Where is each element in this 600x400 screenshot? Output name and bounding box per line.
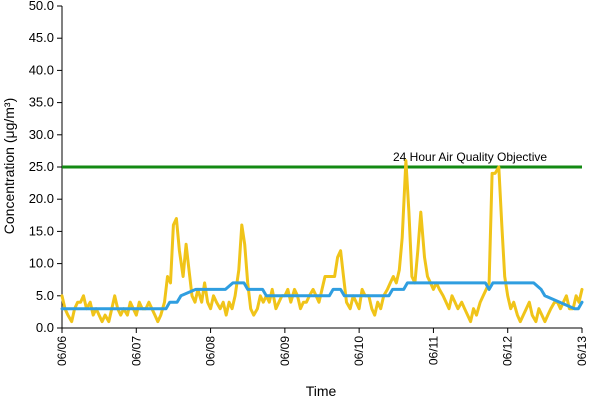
series-group [60, 159, 584, 324]
x-tick-label: 06/10 [352, 336, 366, 366]
x-tick-labels: 06/06 06/07 06/08 06/09 06/10 06/11 06/12 06/13 [55, 336, 589, 366]
y-tick-label: 40.0 [29, 62, 54, 77]
x-axis-label: Time [306, 383, 337, 399]
series-line-1 [60, 159, 584, 324]
y-tick-label: 20.0 [29, 191, 54, 206]
y-axis-label: Concentration (μg/m³) [1, 98, 17, 234]
x-tick-label: 06/06 [55, 336, 69, 366]
series-line-2 [60, 281, 584, 311]
x-tick-label: 06/07 [129, 336, 143, 366]
y-tick-label: 30.0 [29, 127, 54, 142]
x-tick-label: 06/08 [204, 336, 218, 366]
y-tick-label: 50.0 [29, 0, 54, 13]
x-tick-label: 06/12 [501, 336, 515, 366]
objective-group: 24 Hour Air Quality Objective [62, 150, 582, 169]
x-tick-label: 06/11 [426, 336, 440, 365]
x-tick-label: 06/13 [575, 336, 589, 366]
y-tick-label: 45.0 [29, 30, 54, 45]
y-tick-label: 0.0 [36, 320, 54, 335]
y-tick-label: 15.0 [29, 223, 54, 238]
x-tick-label: 06/09 [278, 336, 292, 366]
y-tick-label: 10.0 [29, 256, 54, 271]
y-tick-label: 5.0 [36, 288, 54, 303]
y-tick-labels: 0.0 5.0 10.0 15.0 20.0 25.0 30.0 35.0 40.0 45.0 50… [29, 0, 54, 335]
y-tick-label: 35.0 [29, 95, 54, 110]
y-tick-label: 25.0 [29, 159, 54, 174]
objective-label: 24 Hour Air Quality Objective [393, 150, 547, 164]
